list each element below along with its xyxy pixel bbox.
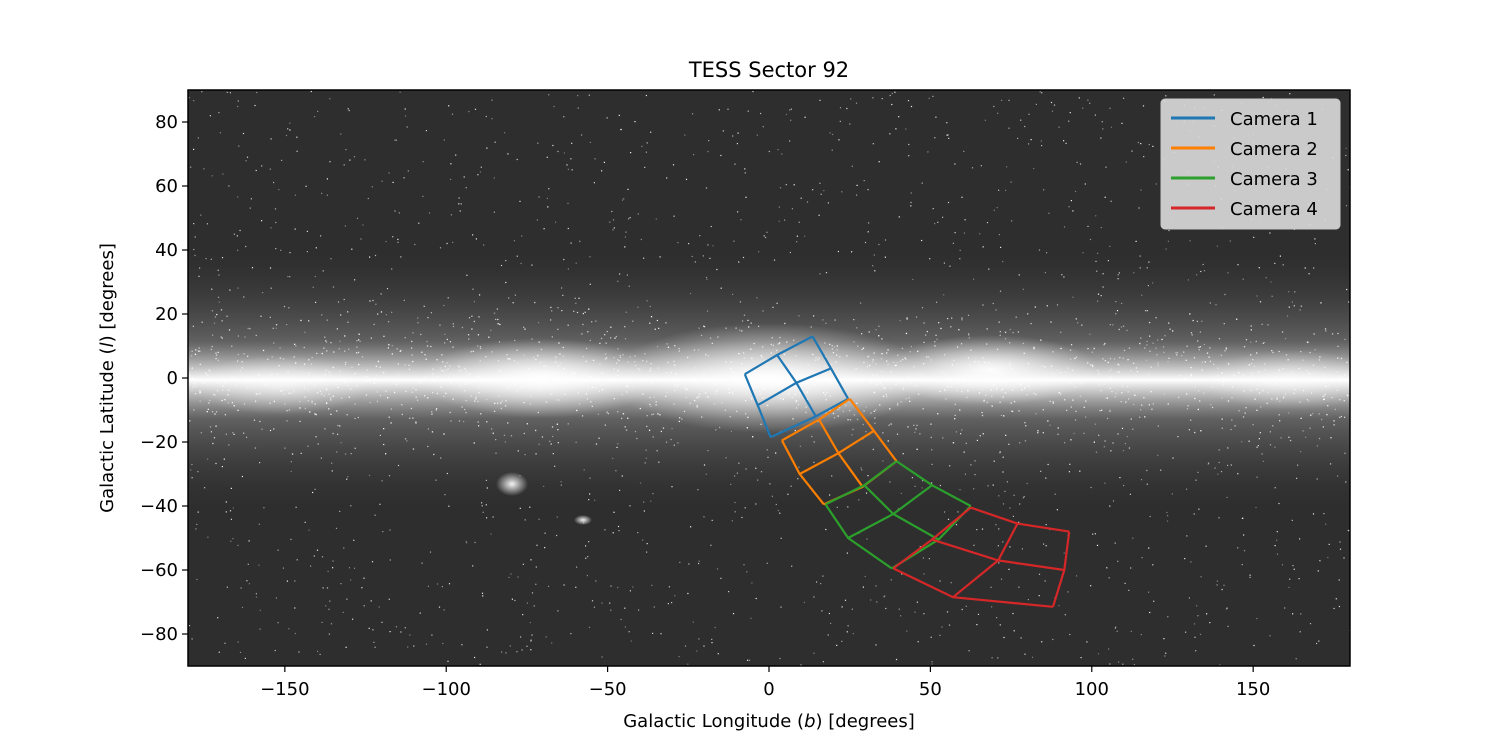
y-tick-label: −20	[140, 432, 178, 453]
legend-label-camera-1: Camera 1	[1230, 109, 1318, 130]
x-tick-label: 0	[763, 679, 774, 700]
camera-1-col-line	[776, 354, 817, 417]
chart-title: TESS Sector 92	[688, 58, 849, 82]
camera-4-col-line	[892, 506, 972, 570]
camera-2-col-line	[780, 439, 825, 506]
camera-3-col-line	[863, 484, 940, 541]
camera-3-col-line	[824, 503, 893, 570]
camera-1-series	[743, 335, 850, 439]
legend-frame	[1160, 98, 1341, 230]
y-tick-label: −60	[140, 560, 178, 581]
small-magellanic-cloud	[574, 515, 592, 525]
camera-4-col-line	[952, 523, 1019, 599]
camera-4-series	[892, 506, 1071, 608]
legend-label-camera-2: Camera 2	[1230, 139, 1318, 160]
x-tick-label: 50	[919, 679, 942, 700]
camera-2-col-line	[818, 419, 864, 488]
legend-label-camera-4: Camera 4	[1230, 199, 1318, 220]
camera-2-col-line	[848, 398, 898, 462]
x-tick-label: −100	[421, 679, 470, 700]
y-tick-label: 0	[167, 368, 178, 389]
camera-1-col-line	[811, 335, 850, 400]
y-axis-label: Galactic Latitude (l) [degrees]	[97, 243, 118, 513]
x-axis-label: Galactic Longitude (b) [degrees]	[623, 711, 915, 732]
legend: Camera 1 Camera 2 Camera 3 Camera 4	[1160, 98, 1341, 230]
x-tick-label: −150	[260, 679, 309, 700]
legend-label-camera-3: Camera 3	[1230, 169, 1318, 190]
camera-4-col-line	[1051, 531, 1071, 608]
sky-background	[188, 90, 1350, 666]
y-tick-label: 80	[155, 112, 178, 133]
x-tick-label: −50	[589, 679, 627, 700]
x-tick-label: 150	[1236, 679, 1270, 700]
camera-1-col-line	[743, 373, 772, 438]
y-tick-label: 60	[155, 176, 178, 197]
y-tick-label: −40	[140, 496, 178, 517]
y-tick-label: 40	[155, 240, 178, 261]
camera-3-col-line	[895, 460, 972, 507]
large-magellanic-cloud	[496, 472, 528, 496]
y-tick-label: 20	[155, 304, 178, 325]
x-tick-label: 100	[1075, 679, 1109, 700]
y-tick-label: −80	[140, 624, 178, 645]
